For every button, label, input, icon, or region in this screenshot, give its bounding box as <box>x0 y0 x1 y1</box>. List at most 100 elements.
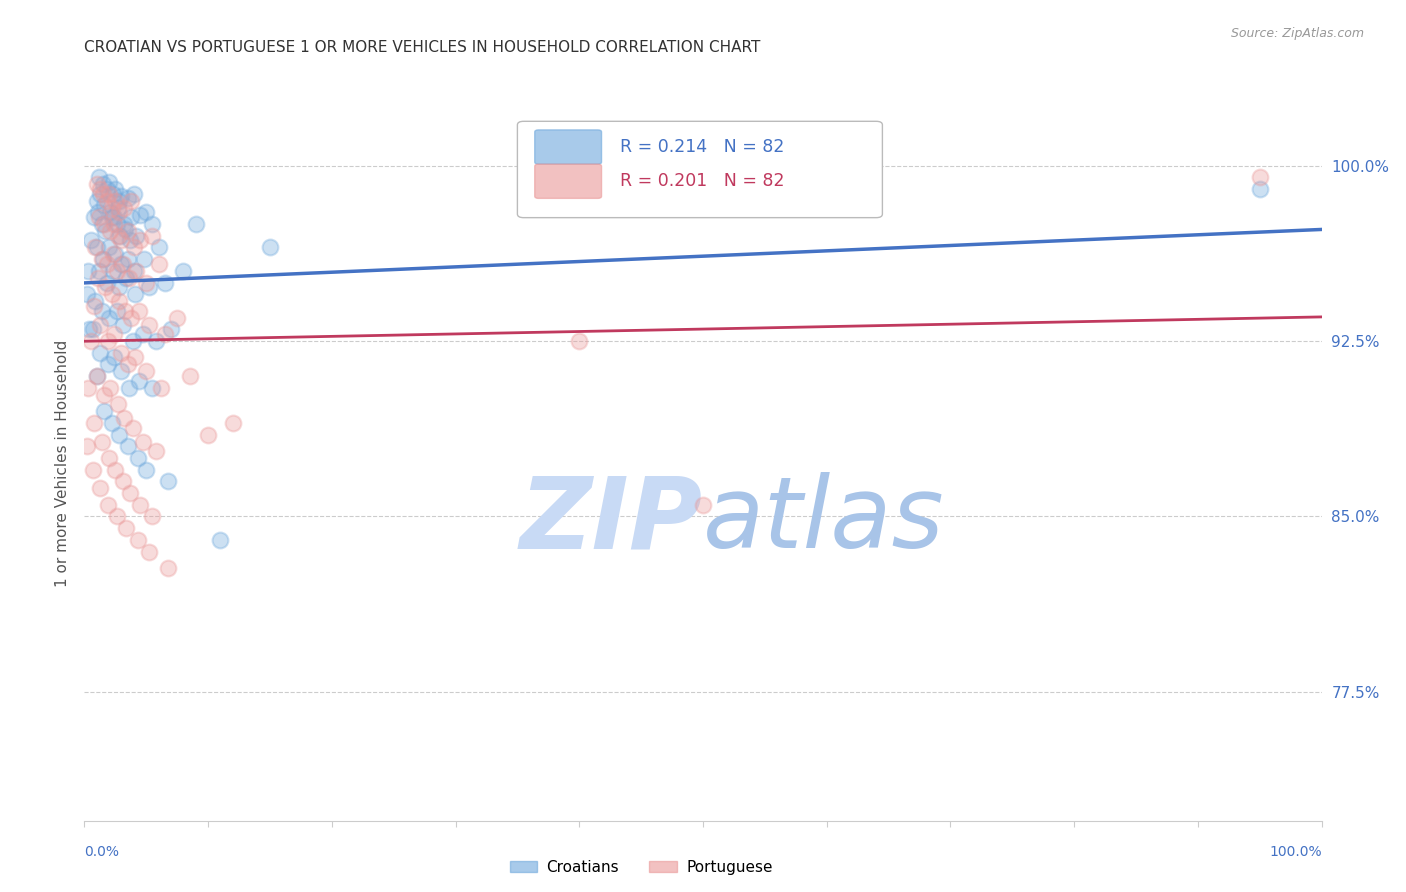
Text: R = 0.214   N = 82: R = 0.214 N = 82 <box>620 138 785 156</box>
Point <box>120 486 142 500</box>
Point <box>104 182 127 196</box>
Point <box>111 318 134 332</box>
Point <box>122 186 145 201</box>
Point <box>122 240 145 254</box>
Point <box>91 252 114 266</box>
Point <box>101 264 124 278</box>
Point <box>114 303 136 318</box>
Point <box>84 294 107 309</box>
Point <box>141 228 163 243</box>
Point <box>108 427 131 442</box>
Point <box>108 280 131 294</box>
Point <box>125 228 148 243</box>
Point <box>91 178 114 192</box>
Point <box>138 544 160 558</box>
Point <box>103 210 125 224</box>
Point <box>128 303 150 318</box>
Point <box>131 326 153 341</box>
Point <box>184 217 207 231</box>
Point <box>110 345 132 359</box>
Point <box>105 509 128 524</box>
Point <box>93 388 115 402</box>
Point <box>120 234 142 248</box>
Point <box>105 264 128 278</box>
Point <box>120 210 142 224</box>
Point <box>93 198 115 212</box>
Point <box>98 381 121 395</box>
Point <box>124 351 146 365</box>
Point <box>568 334 591 348</box>
Point <box>157 561 180 575</box>
Point <box>104 194 127 208</box>
Point <box>89 182 111 196</box>
Point <box>127 533 149 547</box>
Point <box>141 381 163 395</box>
Point <box>100 201 122 215</box>
Point <box>135 205 157 219</box>
Point <box>145 334 167 348</box>
Text: CROATIAN VS PORTUGUESE 1 OR MORE VEHICLES IN HOUSEHOLD CORRELATION CHART: CROATIAN VS PORTUGUESE 1 OR MORE VEHICLE… <box>84 40 761 55</box>
Point <box>82 322 104 336</box>
Point <box>103 217 125 231</box>
Point <box>135 364 157 378</box>
Point <box>138 318 160 332</box>
Point <box>141 509 163 524</box>
Point <box>141 217 163 231</box>
Point <box>1249 182 1271 196</box>
Point <box>138 280 160 294</box>
Text: ZIP: ZIP <box>520 473 703 569</box>
Point <box>179 369 201 384</box>
Point <box>97 334 120 348</box>
Point <box>107 228 129 243</box>
Point <box>110 364 132 378</box>
Point <box>79 334 101 348</box>
FancyBboxPatch shape <box>534 130 602 164</box>
Point <box>209 533 232 547</box>
Point <box>86 240 108 254</box>
Point <box>97 498 120 512</box>
Point <box>84 240 107 254</box>
Point <box>120 194 142 208</box>
Point <box>148 257 170 271</box>
Point <box>107 201 129 215</box>
Point <box>89 482 111 496</box>
Point <box>96 182 118 196</box>
Point <box>89 345 111 359</box>
Point <box>160 322 183 336</box>
Point <box>148 240 170 254</box>
Point <box>110 257 132 271</box>
Point <box>96 257 118 271</box>
Point <box>103 351 125 365</box>
Point <box>98 224 121 238</box>
Point <box>1249 170 1271 185</box>
Point <box>89 318 111 332</box>
Point <box>125 264 148 278</box>
Point <box>83 210 105 224</box>
Point <box>111 257 134 271</box>
Point <box>94 280 117 294</box>
Point <box>112 201 135 215</box>
Point <box>79 234 101 248</box>
Y-axis label: 1 or more Vehicles in Household: 1 or more Vehicles in Household <box>55 340 70 588</box>
Point <box>118 381 141 395</box>
Point <box>83 416 105 430</box>
Point <box>101 247 124 261</box>
Point <box>157 475 180 489</box>
Point <box>104 463 127 477</box>
Point <box>117 224 139 238</box>
Point <box>107 397 129 411</box>
Point <box>93 217 115 231</box>
FancyBboxPatch shape <box>517 121 883 218</box>
Point <box>692 498 714 512</box>
Point <box>117 252 139 266</box>
Point <box>135 463 157 477</box>
Point <box>89 170 111 185</box>
Point <box>86 369 108 384</box>
Point <box>112 411 135 425</box>
Point <box>115 270 138 285</box>
Point <box>153 326 176 341</box>
FancyBboxPatch shape <box>534 164 602 198</box>
Text: 100.0%: 100.0% <box>1270 845 1322 859</box>
Point <box>86 369 108 384</box>
Point <box>90 303 112 318</box>
